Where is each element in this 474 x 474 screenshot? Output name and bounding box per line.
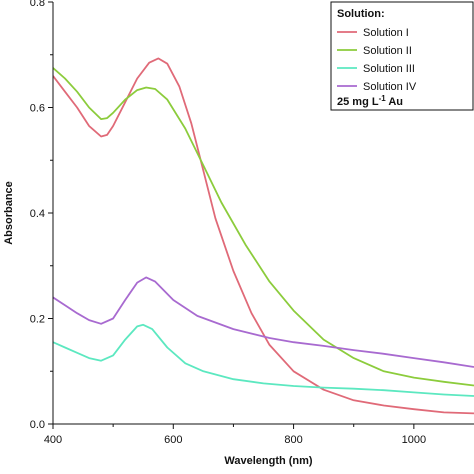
y-tick-label: 0.8 xyxy=(30,0,45,9)
legend-title: Solution: xyxy=(337,8,385,20)
legend-box xyxy=(330,1,474,111)
legend-label-2: Solution II xyxy=(363,45,412,57)
axes: 400 600 800 1000 0.0 0.2 0.4 0.6 0.8 Wavelength (… xyxy=(3,0,474,467)
x-tick-label: 1000 xyxy=(402,434,426,446)
y-tick-label: 0.6 xyxy=(30,103,45,115)
x-tick-label: 600 xyxy=(164,434,182,446)
series-line-2 xyxy=(53,67,474,387)
y-axis-label: Absorbance xyxy=(3,181,15,245)
legend: Solution: Solution I Solution II Solution I… xyxy=(330,1,474,111)
series-lines xyxy=(53,57,474,415)
y-tick-label: 0.2 xyxy=(30,314,45,326)
series-line-4 xyxy=(53,276,474,368)
series-line-3 xyxy=(53,323,474,397)
x-tick-label: 800 xyxy=(284,434,302,446)
legend-note-suffix: Au xyxy=(386,96,403,108)
x-tick-label: 400 xyxy=(44,434,62,446)
legend-label-1: Solution I xyxy=(363,27,409,39)
series-line-1 xyxy=(53,57,474,415)
y-tick-label: 0.0 xyxy=(30,419,45,431)
legend-label-3: Solution III xyxy=(363,63,415,75)
y-tick-label: 0.4 xyxy=(30,208,45,220)
legend-note: 25 mg L-1 Au xyxy=(337,94,403,108)
legend-note-prefix: 25 mg L xyxy=(337,96,379,108)
legend-note-sup: -1 xyxy=(379,94,387,103)
legend-label-4: Solution IV xyxy=(363,81,417,93)
x-axis-label: Wavelength (nm) xyxy=(224,455,313,467)
